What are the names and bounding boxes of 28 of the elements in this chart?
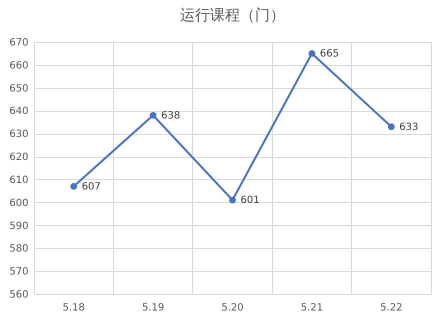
point [388, 123, 395, 130]
chart-title: 运行课程（门） [180, 6, 285, 24]
x-tick-label: 5.19 [142, 302, 164, 314]
data-label: 607 [82, 181, 101, 192]
data-label: 633 [399, 122, 418, 133]
y-tick-label: 640 [9, 106, 28, 118]
y-tick-label: 610 [9, 174, 28, 186]
y-tick-label: 580 [9, 244, 28, 255]
x-tick-label: 5.22 [380, 302, 402, 314]
y-tick-label: 590 [9, 220, 28, 232]
y-tick-label: 600 [9, 198, 28, 209]
x-tick-label: 5.21 [300, 302, 324, 314]
y-tick-label: 660 [9, 60, 28, 72]
point [150, 112, 156, 119]
point [229, 196, 236, 204]
data-label: 601 [240, 195, 260, 206]
point [308, 50, 316, 57]
y-tick-label: 620 [9, 152, 28, 164]
y-tick-label: 650 [9, 83, 28, 94]
point [70, 182, 78, 190]
y-tick-label: 560 [9, 290, 28, 300]
data-label: 638 [161, 110, 180, 122]
x-tick-label: 5.18 [62, 302, 85, 314]
data-label: 665 [320, 48, 339, 60]
y-tick-label: 670 [9, 38, 28, 48]
y-tick-label: 570 [9, 266, 28, 278]
y-tick-label: 630 [9, 129, 28, 140]
x-tick-label: 5.20 [221, 302, 244, 314]
